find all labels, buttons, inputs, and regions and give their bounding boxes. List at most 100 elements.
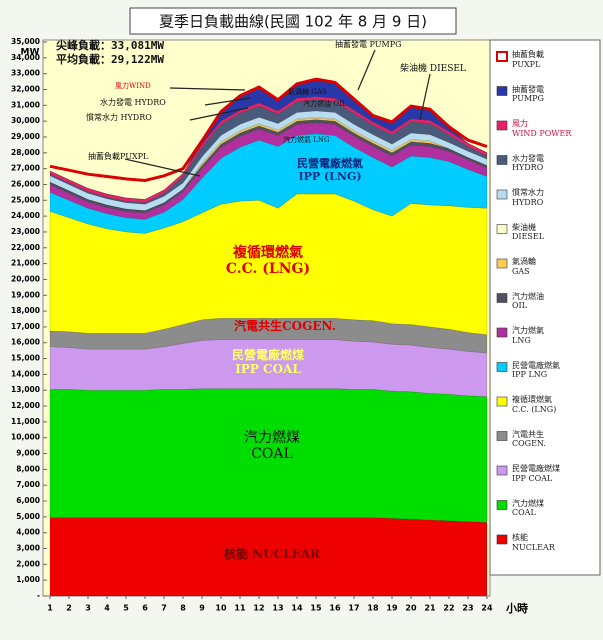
y-tick-label: 9,000 xyxy=(16,449,40,458)
annotation: 複循環燃氣 C.C. (LNG) xyxy=(225,245,311,278)
x-tick-label: 17 xyxy=(348,604,359,613)
annotation: 慣常水力 HYDRO xyxy=(86,113,152,122)
legend-label: 風力 WIND POWER xyxy=(512,119,572,138)
legend-swatch xyxy=(496,362,508,372)
y-tick-label: 18,000 xyxy=(11,306,40,315)
legend-swatch xyxy=(496,224,508,234)
y-tick-label: 5,000 xyxy=(16,512,40,521)
y-tick-label: 32,000 xyxy=(11,84,40,93)
legend-label: 汽力燃煤 COAL xyxy=(512,498,544,518)
annotation: 民營電廠燃氣 IPP (LNG) xyxy=(297,157,363,183)
arrow xyxy=(189,107,249,121)
legend-swatch xyxy=(496,189,508,200)
legend-swatch xyxy=(496,258,508,269)
annotation: 核能 NUCLEAR xyxy=(223,547,321,561)
x-tick-label: 5 xyxy=(123,604,129,613)
y-tick-label: 16,000 xyxy=(11,338,40,347)
x-tick-label: 10 xyxy=(215,604,227,613)
legend-label: 汽力燃油 OIL xyxy=(512,291,544,311)
legend-label: 水力發電 HYDRO xyxy=(512,153,544,173)
annotation: 汽力燃氣 LNG xyxy=(283,136,330,144)
y-tick-label: 35,000 xyxy=(11,37,40,46)
y-tick-label: 33,000 xyxy=(11,69,40,78)
annotation: 風力WIND xyxy=(115,82,151,90)
annotation: 民營電廠燃煤 IPP COAL xyxy=(231,348,304,376)
y-tick-label: 13,000 xyxy=(11,385,40,394)
annotation: 抽蓄負載PUXPL xyxy=(88,152,149,161)
legend-swatch xyxy=(496,51,508,62)
legend-label: 民營電廠燃煤 IPP COAL xyxy=(512,464,560,483)
y-tick-label: 1,000 xyxy=(16,575,40,584)
legend-label: 民營電廠燃氣 IPP LNG xyxy=(512,360,560,380)
legend-label: 核能 NUCLEAR xyxy=(512,533,555,552)
x-tick-label: 8 xyxy=(180,604,186,613)
legend-swatch xyxy=(496,86,508,96)
y-tick-label: 34,000 xyxy=(11,53,40,62)
legend-label: 柴油機 DIESEL xyxy=(512,222,545,242)
x-tick-label: 23 xyxy=(462,604,473,613)
y-tick-label: 4,000 xyxy=(16,528,40,537)
y-tick-label: 19,000 xyxy=(11,290,40,299)
x-tick-label: 1 xyxy=(47,604,53,613)
y-tick-label: 6,000 xyxy=(16,496,40,505)
annotation: 平均負載：29,122MW xyxy=(56,53,164,66)
x-tick-label: 9 xyxy=(199,604,205,613)
legend-swatch xyxy=(496,155,508,165)
x-tick-label: 20 xyxy=(405,604,417,613)
y-tick-label: 21,000 xyxy=(11,259,40,268)
legend-swatch xyxy=(496,120,508,131)
x-tick-label: 11 xyxy=(234,604,246,613)
x-tick-label: 12 xyxy=(253,604,264,613)
y-tick-label: 31,000 xyxy=(11,100,40,109)
legend-swatch xyxy=(496,500,508,510)
legend-label: 氣渦輪 GAS xyxy=(512,257,536,276)
arrow xyxy=(169,87,246,91)
annotation: 汽力燃煤 COAL xyxy=(244,430,300,463)
y-tick-label: - xyxy=(37,591,40,600)
legend-swatch xyxy=(496,534,508,545)
annotation-arrows xyxy=(124,49,431,177)
x-tick-label: 24 xyxy=(481,604,493,613)
legend-swatch xyxy=(496,327,508,338)
y-tick-label: 30,000 xyxy=(11,116,40,125)
x-tick-label: 6 xyxy=(142,604,148,613)
x-tick-label: 3 xyxy=(85,604,91,613)
arrow xyxy=(124,158,201,177)
x-tick-label: 15 xyxy=(310,604,322,613)
y-tick-label: 3,000 xyxy=(16,544,40,553)
legend-box xyxy=(489,39,601,576)
x-tick-label: 18 xyxy=(367,604,379,613)
legend-label: 慣常水力 HYDRO xyxy=(512,188,544,207)
annotation: 汽力燃油 OIL xyxy=(303,100,347,108)
y-tick-label: 27,000 xyxy=(11,164,40,173)
title-box xyxy=(129,7,457,35)
x-tick-label: 7 xyxy=(161,604,167,613)
legend-label: 汽力燃氣 LNG xyxy=(512,326,544,345)
arrow xyxy=(204,97,251,106)
y-tick-label: 11,000 xyxy=(11,417,40,426)
y-tick-label: 29,000 xyxy=(11,132,40,141)
y-tick-label: 2,000 xyxy=(16,559,40,568)
y-tick-label: 28,000 xyxy=(11,148,40,157)
x-axis-label: 小時 xyxy=(505,601,528,615)
y-tick-label: 23,000 xyxy=(11,227,40,236)
y-tick-label: 12,000 xyxy=(11,401,40,410)
x-tick-label: 14 xyxy=(291,604,303,613)
annotation: 尖峰負載：33,081MW xyxy=(56,39,164,52)
y-tick-label: 25,000 xyxy=(11,195,40,204)
chart-title: 夏季日負載曲線(民國 102 年 8 月 9 日) xyxy=(159,13,427,31)
layers xyxy=(49,77,488,597)
annotation: 氣渦輪 GAS xyxy=(288,88,327,96)
x-tick-label: 13 xyxy=(272,604,283,613)
y-tick-label: 24,000 xyxy=(11,211,40,220)
arrow xyxy=(357,49,376,91)
legend-swatch xyxy=(496,396,508,407)
annotation: 抽蓄發電 PUMPG xyxy=(335,40,402,49)
x-tick-label: 21 xyxy=(424,604,436,613)
legend-label: 抽蓄發電 PUMPG xyxy=(512,84,544,104)
annotation: 汽電共生COGEN. xyxy=(234,319,336,333)
pumping-load-line xyxy=(49,77,488,183)
y-axis-label: MW xyxy=(21,48,40,58)
